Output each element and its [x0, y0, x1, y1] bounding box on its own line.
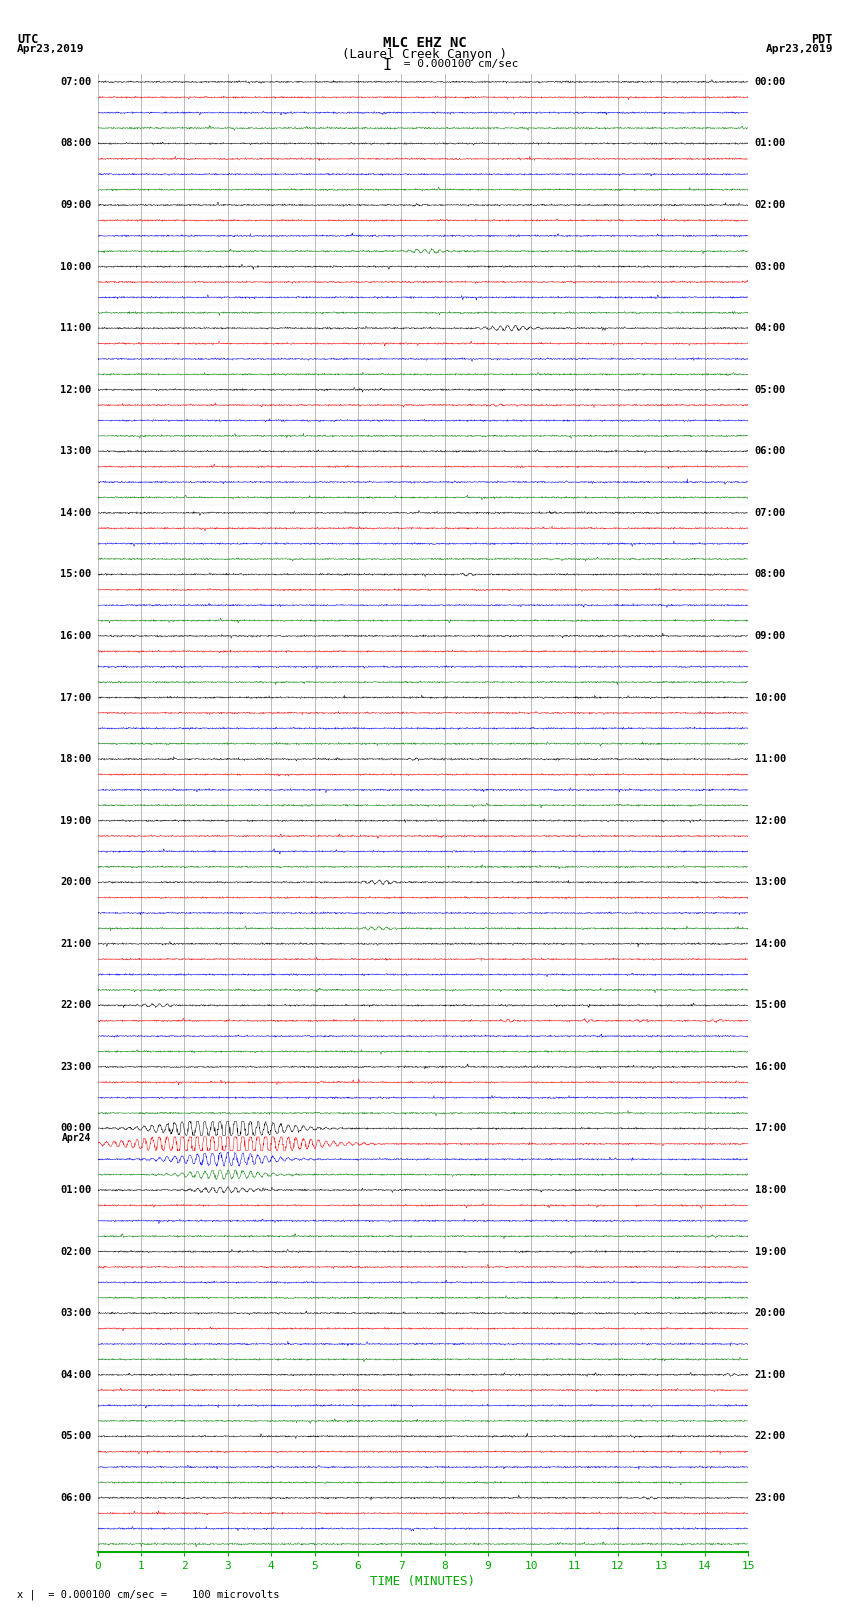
- Text: 13:00: 13:00: [755, 877, 785, 887]
- Text: I: I: [382, 58, 391, 73]
- Text: 16:00: 16:00: [755, 1061, 785, 1073]
- Text: 08:00: 08:00: [60, 139, 91, 148]
- Text: 21:00: 21:00: [60, 939, 91, 948]
- Text: 12:00: 12:00: [755, 816, 785, 826]
- Text: 16:00: 16:00: [60, 631, 91, 640]
- Text: Apr23,2019: Apr23,2019: [766, 44, 833, 55]
- Text: (Laurel Creek Canyon ): (Laurel Creek Canyon ): [343, 47, 507, 61]
- Text: 14:00: 14:00: [755, 939, 785, 948]
- Text: 17:00: 17:00: [755, 1124, 785, 1134]
- Text: 19:00: 19:00: [60, 816, 91, 826]
- Text: 09:00: 09:00: [60, 200, 91, 210]
- Text: 03:00: 03:00: [755, 261, 785, 271]
- Text: PDT: PDT: [812, 32, 833, 47]
- Text: 02:00: 02:00: [755, 200, 785, 210]
- Text: 14:00: 14:00: [60, 508, 91, 518]
- Text: 03:00: 03:00: [60, 1308, 91, 1318]
- Text: 15:00: 15:00: [755, 1000, 785, 1010]
- Text: 11:00: 11:00: [755, 755, 785, 765]
- Text: 04:00: 04:00: [755, 323, 785, 334]
- Text: 10:00: 10:00: [60, 261, 91, 271]
- Text: 22:00: 22:00: [755, 1431, 785, 1442]
- Text: 05:00: 05:00: [755, 386, 785, 395]
- Text: 00:00: 00:00: [60, 1124, 91, 1134]
- Text: 18:00: 18:00: [755, 1186, 785, 1195]
- Text: 10:00: 10:00: [755, 692, 785, 703]
- Text: 12:00: 12:00: [60, 386, 91, 395]
- Text: 23:00: 23:00: [755, 1494, 785, 1503]
- Text: 21:00: 21:00: [755, 1369, 785, 1379]
- Text: 08:00: 08:00: [755, 569, 785, 579]
- Text: 18:00: 18:00: [60, 755, 91, 765]
- Text: 11:00: 11:00: [60, 323, 91, 334]
- Text: 06:00: 06:00: [60, 1494, 91, 1503]
- Text: 01:00: 01:00: [755, 139, 785, 148]
- Text: 07:00: 07:00: [755, 508, 785, 518]
- Text: Apr23,2019: Apr23,2019: [17, 44, 84, 55]
- Text: 09:00: 09:00: [755, 631, 785, 640]
- Text: 23:00: 23:00: [60, 1061, 91, 1073]
- Text: = 0.000100 cm/sec: = 0.000100 cm/sec: [397, 58, 518, 69]
- X-axis label: TIME (MINUTES): TIME (MINUTES): [371, 1574, 475, 1587]
- Text: 06:00: 06:00: [755, 447, 785, 456]
- Text: 01:00: 01:00: [60, 1186, 91, 1195]
- Text: 05:00: 05:00: [60, 1431, 91, 1442]
- Text: 02:00: 02:00: [60, 1247, 91, 1257]
- Text: 20:00: 20:00: [60, 877, 91, 887]
- Text: 00:00: 00:00: [755, 77, 785, 87]
- Text: UTC: UTC: [17, 32, 38, 47]
- Text: x |  = 0.000100 cm/sec =    100 microvolts: x | = 0.000100 cm/sec = 100 microvolts: [17, 1589, 280, 1600]
- Text: 13:00: 13:00: [60, 447, 91, 456]
- Text: 20:00: 20:00: [755, 1308, 785, 1318]
- Text: 17:00: 17:00: [60, 692, 91, 703]
- Text: 07:00: 07:00: [60, 77, 91, 87]
- Text: 04:00: 04:00: [60, 1369, 91, 1379]
- Text: 22:00: 22:00: [60, 1000, 91, 1010]
- Text: 19:00: 19:00: [755, 1247, 785, 1257]
- Text: MLC EHZ NC: MLC EHZ NC: [383, 37, 467, 50]
- Text: 15:00: 15:00: [60, 569, 91, 579]
- Text: Apr24: Apr24: [62, 1134, 91, 1144]
